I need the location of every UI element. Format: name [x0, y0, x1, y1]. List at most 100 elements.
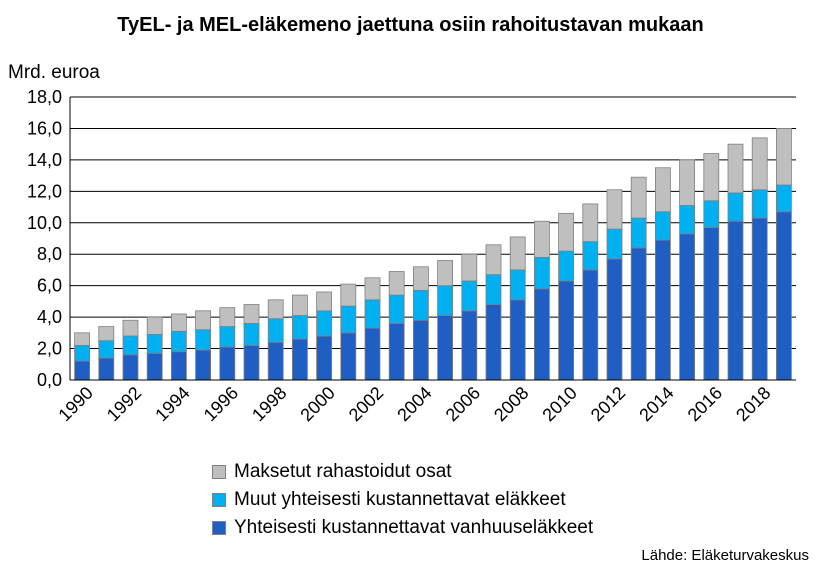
- bar-segment: [412, 319, 429, 381]
- bar-segment: [654, 167, 671, 213]
- x-tick-label: 2010: [538, 383, 580, 425]
- bar-segment: [146, 334, 163, 354]
- bar-segment: [509, 236, 526, 271]
- x-tick-label: 2006: [442, 383, 484, 425]
- bar-segment: [170, 351, 187, 381]
- y-tick-label: 16,0: [27, 118, 62, 138]
- legend-entry: Maksetut rahastoidut osat: [212, 458, 593, 486]
- y-tick-label: 2,0: [37, 339, 62, 359]
- x-tick-label: 2004: [393, 383, 435, 425]
- bar-segment: [412, 289, 429, 321]
- bar-segment: [509, 299, 526, 381]
- bar-segment: [74, 332, 91, 346]
- bar-segment: [388, 322, 405, 381]
- bar-segment: [340, 283, 357, 307]
- bar-segment: [340, 332, 357, 381]
- bar-segment: [775, 184, 792, 213]
- bar-segment: [679, 159, 696, 206]
- legend-swatch: [212, 521, 226, 535]
- bar-segment: [243, 322, 260, 346]
- legend-entry: Muut yhteisesti kustannettavat eläkkeet: [212, 486, 593, 514]
- bar-segment: [558, 280, 575, 381]
- x-tick-label: 2016: [684, 383, 726, 425]
- bar-segment: [509, 269, 526, 301]
- x-tick-label: 1992: [103, 383, 145, 425]
- bar-segment: [630, 176, 647, 219]
- bar-segment: [485, 244, 502, 276]
- y-tick-label: 4,0: [37, 307, 62, 327]
- bar-segment: [558, 250, 575, 282]
- bar-segment: [558, 212, 575, 252]
- y-tick-label: 8,0: [37, 244, 62, 264]
- x-tick-label: 1996: [200, 383, 242, 425]
- bar-segment: [195, 329, 212, 351]
- bar-segment: [98, 340, 115, 359]
- bar-segment: [703, 153, 720, 202]
- bar-segment: [679, 233, 696, 381]
- bar-segment: [364, 327, 381, 381]
- bar-segment: [195, 310, 212, 331]
- bar-segment: [679, 205, 696, 235]
- bar-segment: [485, 274, 502, 305]
- bar-segment: [195, 349, 212, 381]
- legend-swatch: [212, 465, 226, 479]
- bar-segment: [74, 345, 91, 362]
- y-tick-label: 6,0: [37, 276, 62, 296]
- legend-label: Maksetut rahastoidut osat: [234, 461, 452, 482]
- chart-title: TyEL- ja MEL-eläkemeno jaettuna osiin ra…: [117, 14, 704, 36]
- x-tick-label: 2012: [587, 383, 629, 425]
- bar-segment: [751, 137, 768, 191]
- bar-segment: [364, 299, 381, 329]
- bar-segment: [606, 228, 623, 260]
- bar-segment: [582, 269, 599, 381]
- bar-segment: [267, 341, 284, 381]
- y-tick-label: 14,0: [27, 150, 62, 170]
- y-tick-label: 10,0: [27, 213, 62, 233]
- bar-segment: [654, 239, 671, 381]
- x-tick-label: 2000: [296, 383, 338, 425]
- bars: [74, 128, 792, 381]
- bar-segment: [122, 354, 139, 381]
- bar-segment: [267, 299, 284, 320]
- y-tick-label: 0,0: [37, 370, 62, 390]
- bar-segment: [654, 211, 671, 241]
- bar-segment: [437, 315, 454, 381]
- bar-segment: [316, 310, 333, 337]
- bar-segment: [703, 227, 720, 381]
- bar-segment: [170, 330, 187, 353]
- bar-segment: [219, 326, 236, 348]
- legend-label: Yhteisesti kustannettavat vanhuuseläkkee…: [234, 517, 594, 538]
- bar-segment: [243, 304, 260, 324]
- legend-swatch: [212, 493, 226, 507]
- bar-segment: [243, 345, 260, 381]
- bar-segment: [122, 335, 139, 356]
- bar-segment: [630, 247, 647, 381]
- bar-segment: [461, 310, 478, 381]
- bar-segment: [606, 258, 623, 381]
- y-tick-label: 12,0: [27, 181, 62, 201]
- bar-segment: [74, 360, 91, 381]
- gridlines: [70, 96, 796, 350]
- bar-segment: [170, 313, 187, 332]
- bar-segment: [291, 315, 308, 340]
- y-axis-unit-label: Mrd. euroa: [8, 62, 100, 83]
- bar-segment: [388, 271, 405, 296]
- bar-segment: [219, 307, 236, 327]
- bar-segment: [606, 189, 623, 230]
- bar-segment: [751, 189, 768, 219]
- bar-segment: [775, 211, 792, 381]
- bar-segment: [146, 316, 163, 335]
- x-tick-label: 2018: [732, 383, 774, 425]
- x-tick-label: 1998: [248, 383, 290, 425]
- bar-segment: [98, 326, 115, 342]
- bar-segment: [485, 304, 502, 381]
- legend: Maksetut rahastoidut osat Muut yhteisesti…: [212, 458, 593, 542]
- bar-segment: [582, 241, 599, 271]
- bar-segment: [316, 335, 333, 381]
- bar-segment: [316, 291, 333, 312]
- bar-segment: [703, 200, 720, 228]
- bar-segment: [751, 217, 768, 381]
- x-tick-label: 2008: [490, 383, 532, 425]
- source-note: Lähde: Eläketurvakeskus: [641, 547, 809, 564]
